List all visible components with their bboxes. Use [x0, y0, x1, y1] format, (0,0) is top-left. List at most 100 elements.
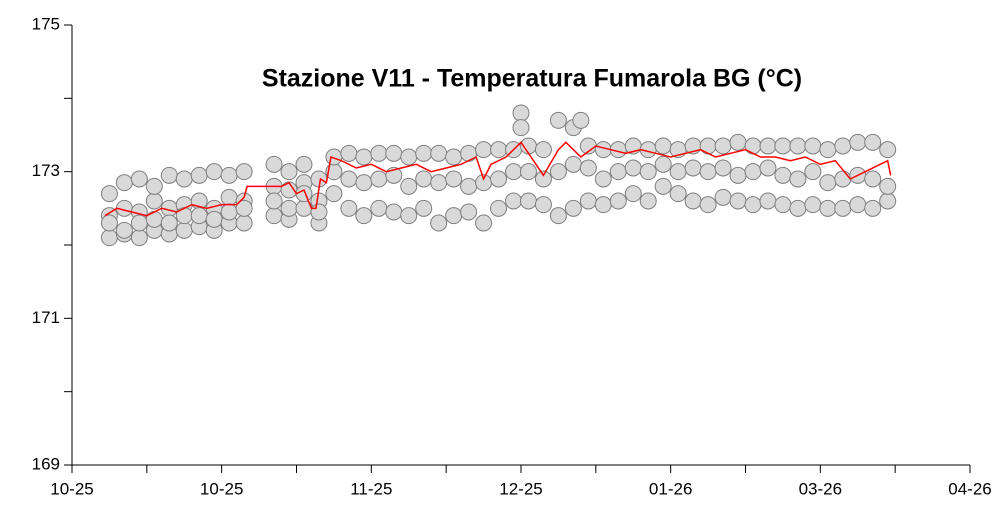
data-point — [355, 174, 373, 192]
data-point — [115, 174, 133, 192]
data-point — [879, 141, 897, 159]
data-point — [475, 141, 493, 159]
data-point — [280, 163, 298, 181]
data-point — [340, 199, 358, 217]
data-point — [744, 137, 762, 155]
data-point — [549, 163, 567, 181]
data-point — [100, 214, 118, 232]
data-point — [864, 133, 882, 151]
data-point — [400, 177, 418, 195]
data-point — [819, 141, 837, 159]
data-point — [849, 196, 867, 214]
data-point — [549, 111, 567, 129]
data-point — [190, 166, 208, 184]
data-point — [445, 170, 463, 188]
data-point — [624, 159, 642, 177]
data-point — [295, 155, 313, 173]
data-point — [145, 192, 163, 210]
data-point — [774, 137, 792, 155]
data-point — [220, 166, 238, 184]
data-point — [460, 144, 478, 162]
data-point — [654, 155, 672, 173]
data-point — [460, 203, 478, 221]
data-point — [400, 207, 418, 225]
x-tick-label: 10-25 — [200, 479, 243, 498]
data-point — [639, 192, 657, 210]
data-point — [512, 104, 530, 122]
data-point — [534, 170, 552, 188]
data-point — [594, 170, 612, 188]
data-point — [415, 144, 433, 162]
x-tick-label: 11-25 — [350, 479, 392, 498]
data-point — [579, 159, 597, 177]
data-point — [864, 170, 882, 188]
data-point — [490, 199, 508, 217]
data-point — [175, 221, 193, 239]
data-point — [572, 111, 590, 129]
data-point — [385, 144, 403, 162]
data-point — [729, 192, 747, 210]
data-point — [370, 170, 388, 188]
data-point — [265, 207, 283, 225]
y-tick-label: 173 — [32, 161, 60, 180]
data-point — [445, 207, 463, 225]
data-point — [460, 177, 478, 195]
data-point — [684, 192, 702, 210]
data-point — [774, 166, 792, 184]
data-point — [699, 196, 717, 214]
data-point — [654, 137, 672, 155]
data-point — [879, 192, 897, 210]
data-point — [160, 166, 178, 184]
data-point — [819, 199, 837, 217]
data-point — [205, 210, 223, 228]
data-point — [130, 170, 148, 188]
data-point — [100, 229, 118, 247]
plot-area — [100, 104, 897, 247]
data-point — [699, 137, 717, 155]
data-point — [834, 137, 852, 155]
data-point — [624, 185, 642, 203]
data-point — [505, 192, 523, 210]
x-tick-label: 04-26 — [948, 479, 991, 498]
data-point — [864, 199, 882, 217]
data-point — [819, 174, 837, 192]
data-point — [789, 170, 807, 188]
data-point — [235, 199, 253, 217]
data-point — [744, 196, 762, 214]
y-tick-label: 175 — [32, 14, 60, 33]
x-tick-label: 01-26 — [649, 479, 692, 498]
data-point — [759, 192, 777, 210]
data-point — [265, 155, 283, 173]
data-point — [430, 144, 448, 162]
data-point — [729, 166, 747, 184]
data-point — [280, 199, 298, 217]
data-point — [160, 214, 178, 232]
data-point — [789, 137, 807, 155]
data-point — [534, 196, 552, 214]
data-point — [564, 199, 582, 217]
data-point — [519, 192, 537, 210]
data-point — [340, 144, 358, 162]
data-point — [804, 137, 822, 155]
data-point — [534, 141, 552, 159]
data-point — [714, 159, 732, 177]
data-point — [190, 207, 208, 225]
data-point — [295, 185, 313, 203]
data-point — [235, 163, 253, 181]
data-point — [505, 163, 523, 181]
data-point — [220, 188, 238, 206]
data-point — [699, 163, 717, 181]
y-tick-label: 169 — [32, 454, 60, 473]
data-point — [714, 188, 732, 206]
data-point — [370, 144, 388, 162]
x-tick-label: 12-25 — [499, 479, 542, 498]
data-point — [430, 174, 448, 192]
data-point — [789, 199, 807, 217]
data-point — [115, 221, 133, 239]
data-point — [400, 148, 418, 166]
data-point — [849, 133, 867, 151]
data-point — [804, 163, 822, 181]
data-point — [490, 141, 508, 159]
data-point — [355, 207, 373, 225]
